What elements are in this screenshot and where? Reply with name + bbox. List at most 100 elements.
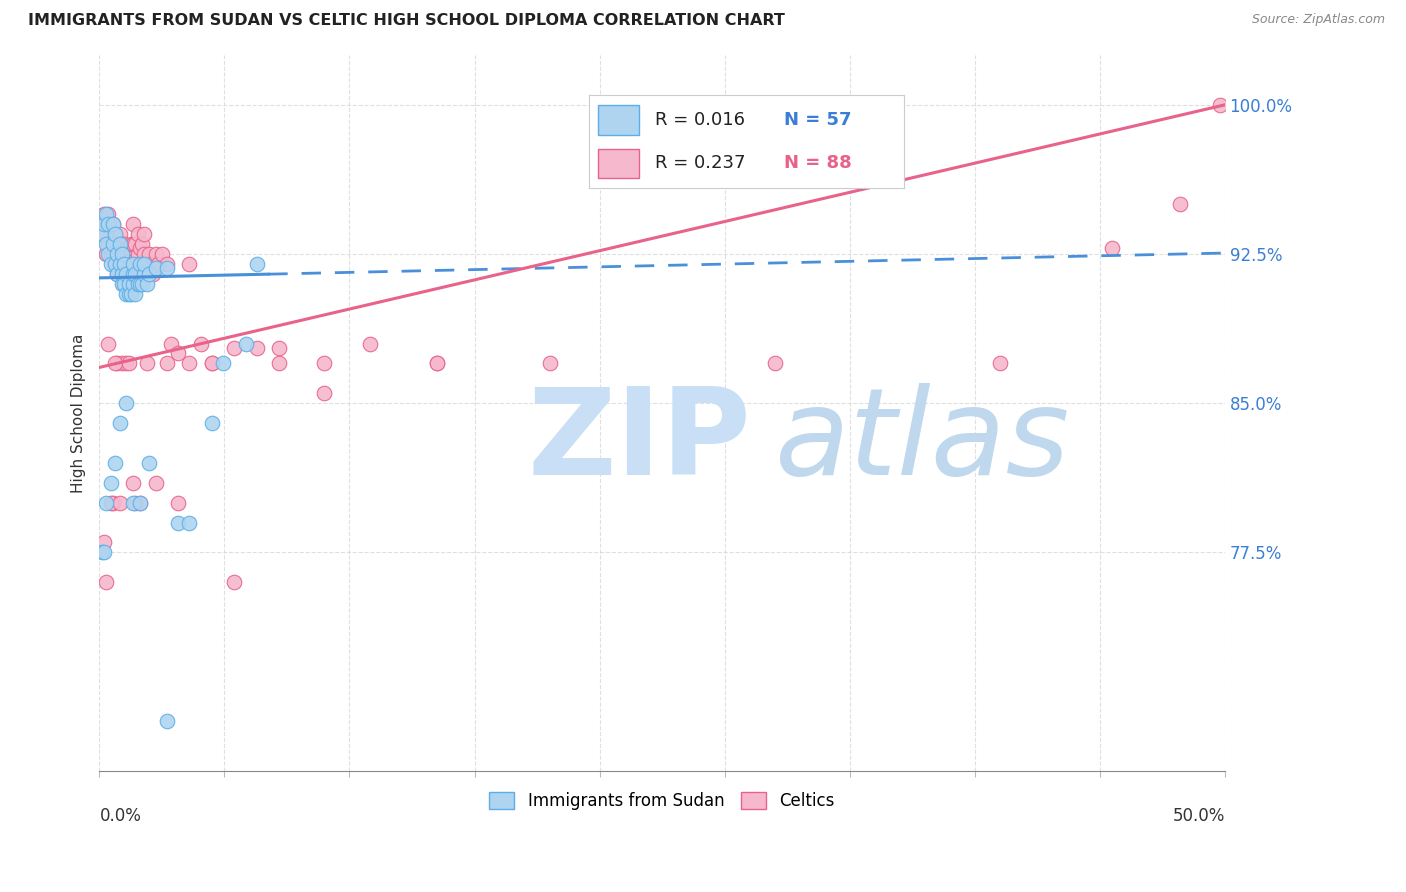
Point [156, 260, 179, 275]
Point [96, 217, 118, 231]
Point [112, 257, 135, 271]
Point [108, 416, 131, 430]
Point [269, 341, 291, 355]
Point [93, 207, 115, 221]
Point [138, 456, 160, 470]
Point [100, 475, 122, 490]
Point [167, 516, 190, 530]
Point [107, 356, 129, 370]
Point [124, 257, 146, 271]
Point [190, 336, 212, 351]
Point [138, 247, 160, 261]
Point [120, 237, 142, 252]
Point [111, 356, 134, 370]
Point [93, 217, 115, 231]
Point [115, 267, 138, 281]
Point [134, 227, 156, 241]
Point [101, 237, 124, 252]
Point [141, 257, 163, 271]
Point [108, 495, 131, 509]
Point [108, 257, 131, 271]
Point [142, 267, 165, 281]
Point [129, 495, 152, 509]
Point [156, 257, 179, 271]
Y-axis label: High School Diploma: High School Diploma [72, 334, 86, 492]
Point [426, 356, 449, 370]
Point [100, 495, 122, 509]
Point [120, 257, 142, 271]
Point [115, 356, 138, 370]
Point [179, 356, 201, 370]
Point [179, 257, 201, 271]
Point [93, 227, 115, 241]
Point [112, 257, 135, 271]
Text: ZIP: ZIP [527, 384, 751, 500]
Point [96, 495, 118, 509]
Point [124, 495, 146, 509]
Point [90, 227, 112, 241]
Point [111, 247, 134, 261]
Point [224, 341, 246, 355]
Point [1168, 197, 1191, 211]
Point [127, 227, 149, 241]
Point [201, 356, 224, 370]
Point [101, 247, 124, 261]
Point [108, 257, 131, 271]
Point [145, 247, 167, 261]
Point [107, 247, 129, 261]
Point [96, 575, 118, 590]
Point [179, 516, 201, 530]
Legend: Immigrants from Sudan, Celtics: Immigrants from Sudan, Celtics [482, 785, 841, 816]
Point [134, 267, 156, 281]
Point [104, 227, 127, 241]
Point [107, 267, 129, 281]
Point [1209, 98, 1232, 112]
Point [212, 356, 235, 370]
Point [101, 217, 124, 231]
Point [129, 241, 152, 255]
Point [93, 535, 115, 549]
Point [167, 346, 190, 360]
Point [127, 277, 149, 291]
Point [111, 277, 134, 291]
Point [131, 257, 153, 271]
Point [152, 247, 174, 261]
Point [111, 237, 134, 252]
Point [135, 356, 157, 370]
Point [96, 207, 118, 221]
Point [129, 257, 152, 271]
Point [115, 241, 138, 255]
Point [97, 217, 120, 231]
Point [112, 277, 135, 291]
Point [118, 286, 141, 301]
Point [124, 267, 146, 281]
Point [118, 257, 141, 271]
Point [269, 356, 291, 370]
Point [131, 237, 153, 252]
Point [111, 267, 134, 281]
Point [134, 257, 156, 271]
Point [122, 475, 145, 490]
Point [246, 257, 269, 271]
Point [135, 277, 157, 291]
Point [988, 356, 1011, 370]
Point [156, 714, 179, 729]
Point [104, 227, 127, 241]
Point [118, 356, 141, 370]
Point [763, 356, 786, 370]
Point [122, 217, 145, 231]
Point [97, 207, 120, 221]
Point [314, 356, 336, 370]
Point [160, 336, 183, 351]
Text: 0.0%: 0.0% [100, 807, 142, 825]
Text: atlas: atlas [775, 384, 1070, 500]
Point [101, 495, 124, 509]
Point [235, 336, 257, 351]
Point [201, 416, 224, 430]
Point [115, 286, 138, 301]
Text: 50.0%: 50.0% [1173, 807, 1225, 825]
Point [156, 356, 179, 370]
Point [129, 277, 152, 291]
Point [124, 237, 146, 252]
Point [100, 247, 122, 261]
